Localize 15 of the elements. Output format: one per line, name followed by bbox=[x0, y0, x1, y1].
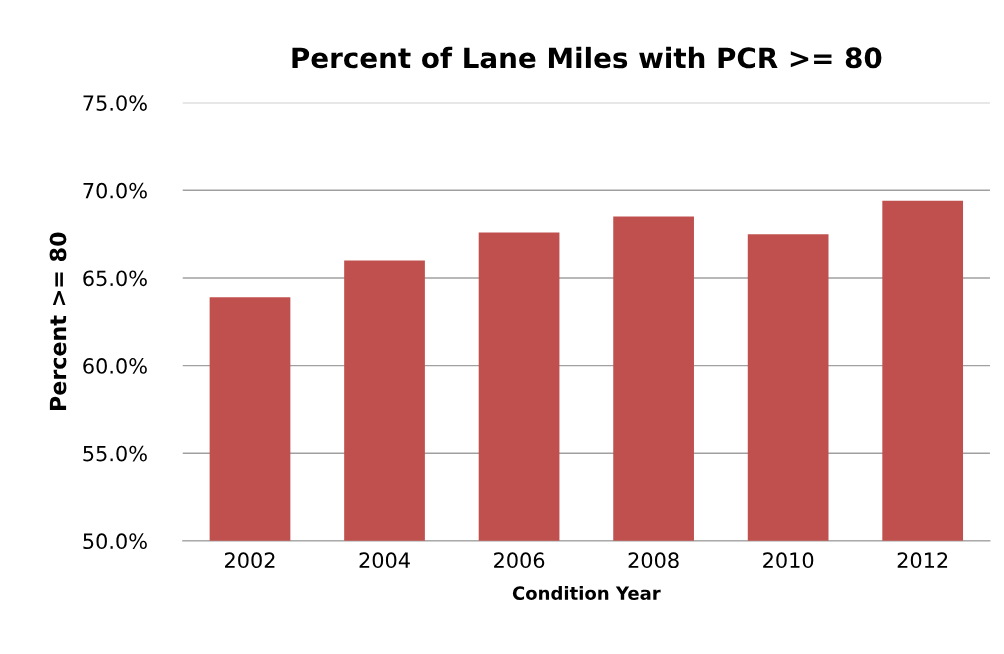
x-tick-label: 2012 bbox=[897, 552, 948, 569]
x-tick-label: 2010 bbox=[763, 552, 814, 569]
x-tick-label: 2006 bbox=[494, 552, 545, 569]
y-tick-label: 65.0% bbox=[83, 270, 147, 287]
x-tick-label: 2002 bbox=[225, 552, 275, 569]
y-tick-label: 75.0% bbox=[83, 95, 147, 111]
y-tick-label: 60.0% bbox=[83, 358, 147, 374]
y-tick-label: 70.0% bbox=[83, 182, 147, 199]
y-axis-title: Percent >= 80 bbox=[49, 232, 67, 411]
y-tick-label: 50.0% bbox=[83, 533, 147, 550]
x-tick-label: 2004 bbox=[359, 552, 410, 569]
x-tick-label: 2008 bbox=[628, 552, 679, 569]
chart-title: Percent of Lane Miles with PCR >= 80 bbox=[292, 46, 882, 69]
y-tick-label: 55.0% bbox=[83, 445, 147, 462]
x-axis-title: Condition Year bbox=[512, 586, 661, 600]
